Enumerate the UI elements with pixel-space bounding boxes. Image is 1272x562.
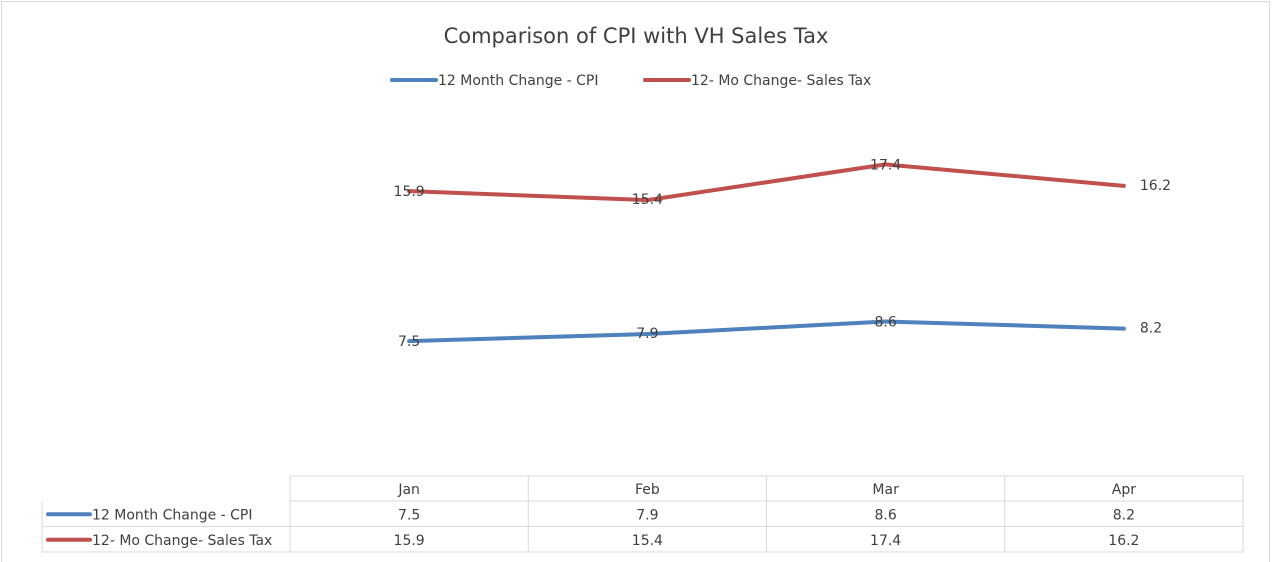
table-cell: 17.4 bbox=[870, 533, 901, 549]
data-label: 8.6 bbox=[874, 314, 896, 330]
x-tick-label: Apr bbox=[1112, 482, 1136, 498]
x-tick-label: Jan bbox=[397, 482, 420, 498]
x-tick-label: Mar bbox=[872, 482, 899, 498]
series-line bbox=[407, 162, 1126, 203]
legend-label: 12- Mo Change- Sales Tax bbox=[691, 73, 871, 89]
table-series-name: 12- Mo Change- Sales Tax bbox=[92, 533, 272, 549]
table-cell: 8.2 bbox=[1113, 507, 1135, 523]
data-label: 7.5 bbox=[398, 334, 420, 350]
table-cell: 8.6 bbox=[874, 507, 896, 523]
data-label: 15.9 bbox=[394, 184, 425, 200]
table-cell: 15.4 bbox=[632, 533, 663, 549]
x-tick-label: Feb bbox=[635, 482, 660, 498]
data-label: 17.4 bbox=[870, 157, 901, 173]
table-cell: 7.9 bbox=[636, 507, 658, 523]
data-label: 16.2 bbox=[1140, 178, 1171, 194]
data-label: 15.4 bbox=[632, 192, 663, 208]
legend-label: 12 Month Change - CPI bbox=[438, 73, 599, 89]
table-series-name: 12 Month Change - CPI bbox=[92, 507, 253, 523]
table-cell: 16.2 bbox=[1108, 533, 1139, 549]
table-cell: 7.5 bbox=[398, 507, 420, 523]
data-label: 8.2 bbox=[1140, 321, 1162, 337]
table-cell: 15.9 bbox=[394, 533, 425, 549]
chart-title: Comparison of CPI with VH Sales Tax bbox=[444, 24, 829, 48]
series-line bbox=[407, 319, 1126, 344]
data-label: 7.9 bbox=[636, 326, 658, 342]
